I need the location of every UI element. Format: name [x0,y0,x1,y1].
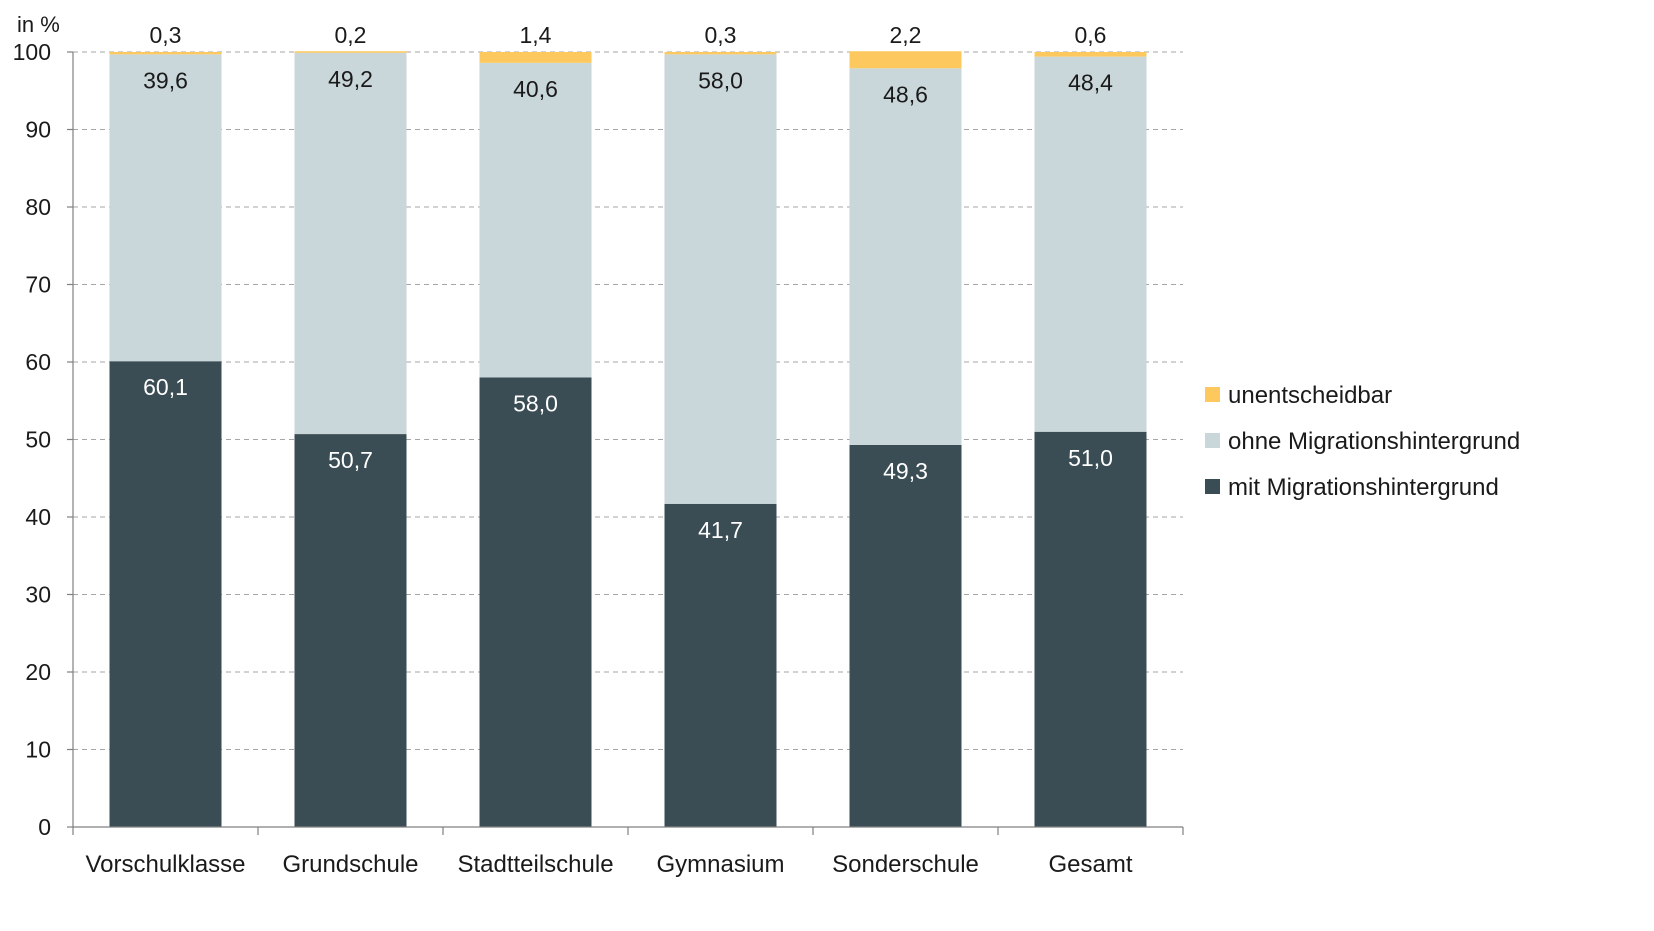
data-label: 41,7 [698,517,743,543]
y-tick-label: 20 [25,659,51,685]
data-label: 48,6 [883,81,928,107]
data-label: 49,3 [883,458,928,484]
y-tick-label: 0 [38,814,51,840]
x-tick-label: Gymnasium [656,851,784,878]
data-label: 2,2 [890,22,922,48]
data-label: 0,2 [335,22,367,48]
data-label: 51,0 [1068,445,1113,471]
data-label: 49,2 [328,66,373,92]
data-label: 40,6 [513,76,558,102]
bar-segment [664,503,777,827]
bar-segment [109,54,222,362]
bar-segment [1034,52,1147,57]
legend-swatch [1205,479,1220,494]
x-tick-label: Stadtteilschule [457,851,613,878]
y-axis-label: in % [17,12,60,37]
data-label: 60,1 [143,374,188,400]
data-label: 0,6 [1075,22,1107,48]
bar-segment [1034,56,1147,432]
data-label: 58,0 [698,67,743,93]
bar-segment [479,52,592,63]
x-tick-label: Grundschule [282,851,418,878]
legend: unentscheidbar ohne Migrationshintergrund… [1205,382,1520,501]
y-tick-label: 100 [13,39,51,65]
data-label: 50,7 [328,447,373,473]
gridlines [73,51,1183,750]
data-label: 58,0 [513,391,558,417]
data-label: 0,3 [705,22,737,48]
y-tick-label: 50 [25,427,51,453]
y-tick-label: 90 [25,117,51,143]
bar-segment [664,52,777,55]
data-label: 0,3 [150,22,182,48]
bar-segment [1034,431,1147,827]
y-tick-label: 70 [25,272,51,298]
x-tick-label: Vorschulklasse [85,851,245,878]
y-tick-label: 80 [25,194,51,220]
data-labels: 60,1 39,6 0,3 50,7 49,2 0,2 58,0 40,6 1,4 41,7 58,… [143,22,1113,543]
y-tick-label: 40 [25,504,51,530]
data-label: 48,4 [1068,70,1113,96]
x-tick-label: Gesamt [1048,851,1132,878]
bars [109,51,1147,827]
bar-segment [479,377,592,827]
bar-segment [479,62,592,378]
bar-segment [849,51,962,69]
bar-segment [294,52,407,435]
bar-segment [849,444,962,827]
data-label: 39,6 [143,67,188,93]
legend-swatch [1205,387,1220,402]
x-tick-label: Sonderschule [832,851,979,878]
legend-label: unentscheidbar [1228,382,1392,409]
legend-label: ohne Migrationshintergrund [1228,428,1520,455]
bar-segment [294,434,407,827]
bar-segment [109,361,222,827]
legend-label: mit Migrationshintergrund [1228,474,1499,501]
y-tick-label: 60 [25,349,51,375]
y-tick-label: 30 [25,582,51,608]
bar-segment [664,54,777,504]
data-label: 1,4 [520,22,552,48]
bar-segment [109,52,222,55]
legend-swatch [1205,433,1220,448]
bar-segment [849,68,962,445]
y-tick-label: 10 [25,737,51,763]
bar-segment [294,51,407,53]
